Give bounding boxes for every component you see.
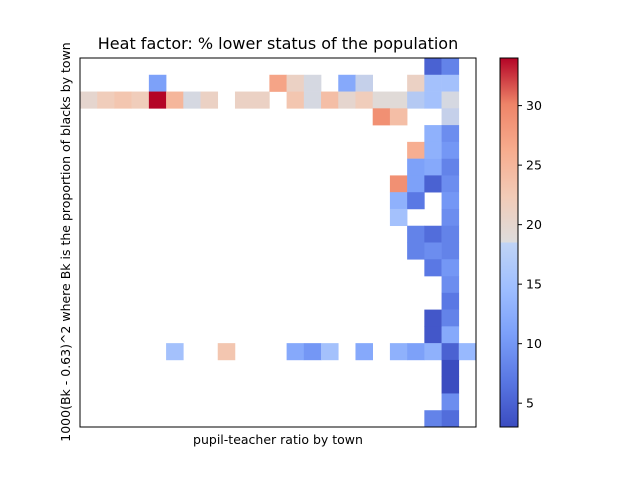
colorbar-tick-label: 20	[526, 217, 542, 232]
heatmap-cell	[424, 125, 442, 143]
heatmap-cell	[389, 208, 408, 227]
heatmap-cell	[407, 343, 425, 361]
heatmap-cell	[441, 359, 460, 377]
heatmap-cell	[114, 91, 132, 109]
heatmap-cell	[407, 175, 425, 193]
heatmap-cell	[441, 158, 460, 176]
x-axis-label: pupil-teacher ratio by town	[193, 432, 363, 447]
colorbar-tick-label: 30	[526, 98, 542, 113]
heatmap-cell	[148, 74, 167, 92]
heatmap-cell	[148, 91, 167, 109]
heatmap-cell	[441, 58, 460, 76]
chart-title: Heat factor: % lower status of the popul…	[98, 34, 458, 53]
heatmap-cell	[303, 74, 322, 92]
heatmap-cell	[424, 158, 442, 176]
y-axis-label: 1000(Bk - 0.63)^2 where Bk is the propor…	[58, 42, 73, 441]
heatmap-cell	[424, 309, 442, 327]
heatmap-cell	[338, 74, 356, 92]
heatmap-cell	[389, 175, 408, 193]
heatmap-cell	[166, 91, 184, 109]
heatmap-cell	[441, 326, 460, 344]
heatmap-cell	[389, 343, 408, 361]
heatmap-cell	[131, 91, 150, 109]
heatmap-cell	[372, 91, 391, 109]
heatmap-cell	[441, 242, 460, 260]
plot-frame	[79, 57, 477, 428]
heatmap-cell	[441, 108, 460, 126]
heatmap-cell	[389, 91, 408, 109]
heatmap-cell	[441, 192, 460, 210]
heatmap-cell	[424, 410, 442, 428]
heatmap-cell	[441, 225, 460, 243]
heatmap-cell	[424, 58, 442, 76]
heatmap-cell	[389, 192, 408, 210]
heatmap-cell	[441, 259, 460, 277]
heatmap-cell	[407, 158, 425, 176]
heatmap-cell	[441, 175, 460, 193]
heatmap-cell	[80, 91, 98, 109]
heatmap-cell	[407, 141, 425, 159]
heatmap-cell	[441, 74, 460, 92]
colorbar-tick-label: 5	[526, 396, 534, 411]
heatmap-cell	[407, 192, 425, 210]
heatmap-cell	[286, 343, 305, 361]
heatmap-cell	[338, 91, 356, 109]
heatmap-cell	[321, 91, 339, 109]
heatmap-cell	[458, 343, 477, 361]
heatmap-cell	[424, 242, 442, 260]
heatmap-cell	[424, 141, 442, 159]
heatmap-cell	[424, 326, 442, 344]
heatmap-cell	[441, 410, 460, 428]
heatmap-cell	[407, 225, 425, 243]
heatmap-cells	[80, 58, 477, 428]
heatmap-cell	[355, 91, 373, 109]
heatmap-cell	[286, 74, 305, 92]
heatmap-cell	[441, 208, 460, 227]
heatmap-cell	[269, 74, 287, 92]
heatmap-cell	[389, 108, 408, 126]
heatmap-cell	[441, 141, 460, 159]
heatmap-cell	[441, 376, 460, 394]
heatmap-cell	[355, 74, 373, 92]
heatmap-cell	[252, 91, 270, 109]
heatmap-cell	[424, 259, 442, 277]
heatmap-cell	[441, 125, 460, 143]
heatmap-cell	[424, 74, 442, 92]
colorbar	[499, 57, 519, 428]
heatmap-cell	[441, 393, 460, 411]
colorbar-ticks: 5 10 15 20 25 30	[518, 98, 542, 411]
heatmap-cell	[217, 343, 236, 361]
heatmap-cell	[97, 91, 115, 109]
heatmap-cell	[441, 343, 460, 361]
heatmap-cell	[407, 74, 425, 92]
colorbar-tick-label: 10	[526, 336, 542, 351]
heatmap-cell	[424, 225, 442, 243]
heatmap-cell	[372, 108, 391, 126]
heatmap-cell	[424, 91, 442, 109]
heatmap-cell	[424, 343, 442, 361]
heatmap-cell	[286, 91, 305, 109]
heatmap-cell	[166, 343, 184, 361]
heatmap-cell	[441, 276, 460, 294]
heatmap-cell	[407, 91, 425, 109]
heatmap-cell	[200, 91, 219, 109]
heatmap-cell	[441, 292, 460, 310]
colorbar-tick-label: 15	[526, 277, 542, 292]
heatmap-cell	[441, 309, 460, 327]
heatmap-cell	[424, 175, 442, 193]
heatmap-cell	[407, 242, 425, 260]
heatmap-cell	[303, 91, 322, 109]
heatmap-cell	[441, 91, 460, 109]
heatmap-cell	[183, 91, 201, 109]
heatmap-cell	[355, 343, 373, 361]
colorbar-tick-label: 25	[526, 158, 542, 173]
heatmap-cell	[234, 91, 253, 109]
heatmap-cell	[303, 343, 322, 361]
heatmap-cell	[321, 343, 339, 361]
